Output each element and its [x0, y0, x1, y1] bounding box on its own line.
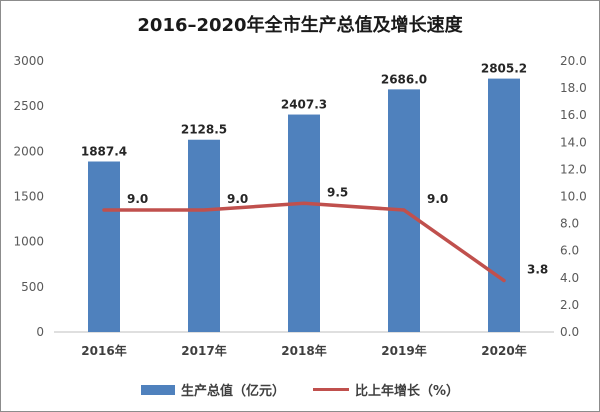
y-left-tick-label: 0: [36, 325, 44, 339]
x-tick-label: 2016年: [81, 343, 126, 358]
line-data-label: 9.0: [427, 192, 448, 206]
y-left-tick-label: 2500: [13, 99, 44, 113]
bar-data-label: 2686.0: [381, 72, 427, 86]
y-left-tick-label: 1500: [13, 190, 44, 204]
y-right-tick-label: 6.0: [560, 244, 579, 258]
x-tick-label: 2017年: [181, 343, 226, 358]
y-right-tick-label: 2.0: [560, 298, 579, 312]
y-left-tick-label: 1000: [13, 235, 44, 249]
bar-data-label: 2128.5: [181, 123, 227, 137]
bar-data-label: 2407.3: [281, 98, 327, 112]
bar: [488, 78, 520, 333]
line-data-label: 9.0: [227, 192, 248, 206]
legend-label-gdp: 生产总值（亿元）: [180, 384, 285, 399]
legend-item-gdp: 生产总值（亿元）: [140, 380, 285, 399]
y-right-tick-label: 14.0: [560, 135, 587, 149]
legend-swatch-gdp: [140, 384, 175, 395]
line-point: [402, 208, 406, 212]
y-right-tick-label: 10.0: [560, 190, 587, 204]
y-left-tick-label: 500: [21, 280, 44, 294]
chart-title: 2016–2020年全市生产总值及增长速度: [137, 15, 463, 36]
line-point: [202, 208, 206, 212]
bar-data-label: 2805.2: [481, 62, 527, 76]
y-right-tick-label: 0.0: [560, 325, 579, 339]
bar: [188, 139, 220, 332]
y-left-tick-label: 2000: [13, 144, 44, 158]
legend-label-growth: 比上年增长（%）: [354, 384, 460, 399]
x-tick-label: 2020年: [481, 343, 526, 358]
y-right-tick-label: 18.0: [560, 81, 587, 95]
x-tick-label: 2018年: [281, 343, 326, 358]
line-data-label: 9.0: [127, 192, 148, 206]
y-right-tick-label: 8.0: [560, 217, 579, 231]
y-right-tick-label: 20.0: [560, 54, 587, 68]
bar: [288, 114, 320, 333]
y-right-tick-label: 16.0: [560, 108, 587, 122]
line-point: [302, 201, 306, 205]
y-right-tick-label: 4.0: [560, 271, 579, 285]
legend-swatch-growth: [312, 388, 349, 391]
line-data-label: 9.5: [327, 185, 348, 199]
bar-data-label: 1887.4: [81, 145, 127, 159]
legend-item-growth: 比上年增长（%）: [312, 380, 460, 399]
bar: [88, 161, 120, 332]
line-data-label: 3.8: [527, 263, 548, 277]
legend: 生产总值（亿元） 比上年增长（%）: [1, 380, 599, 399]
y-left-tick-label: 3000: [13, 54, 44, 68]
y-right-tick-label: 12.0: [560, 162, 587, 176]
x-tick-label: 2019年: [381, 343, 426, 358]
line-point: [502, 279, 506, 283]
line-point: [102, 208, 106, 212]
